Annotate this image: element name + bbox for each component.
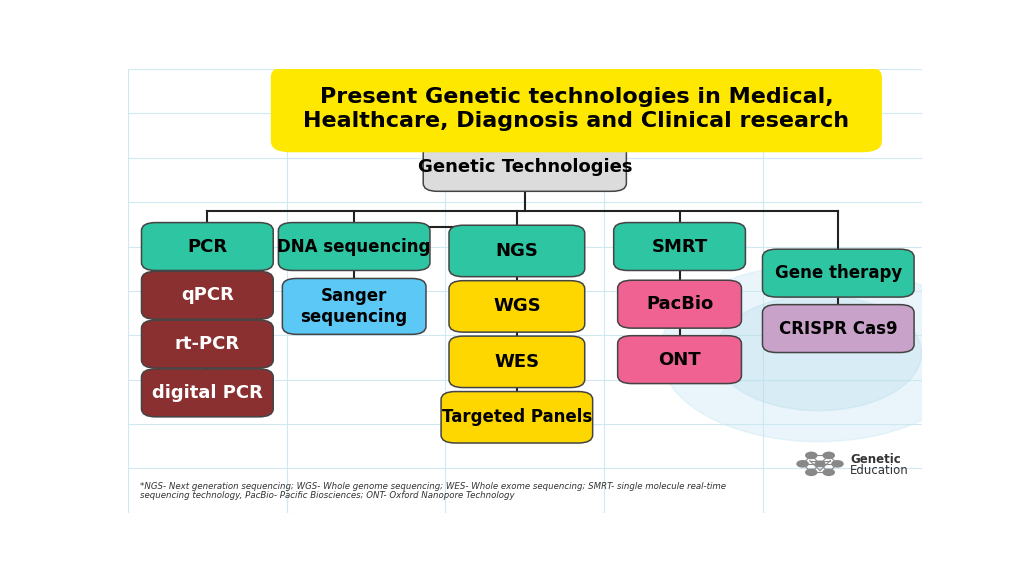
Text: Sanger
sequencing: Sanger sequencing [301,287,408,326]
FancyBboxPatch shape [617,281,741,328]
Circle shape [823,452,835,458]
FancyBboxPatch shape [617,336,741,384]
Text: qPCR: qPCR [181,286,233,304]
Circle shape [797,461,808,467]
Text: Genetic Technologies: Genetic Technologies [418,158,632,176]
Circle shape [659,264,977,442]
Text: Targeted Panels: Targeted Panels [441,408,592,426]
FancyBboxPatch shape [141,222,273,271]
Circle shape [806,452,817,458]
Text: Present Genetic technologies in Medical,
Healthcare, Diagnosis and Clinical rese: Present Genetic technologies in Medical,… [303,87,850,131]
Text: SMRT: SMRT [651,237,708,256]
Text: PCR: PCR [187,237,227,256]
FancyBboxPatch shape [763,305,914,353]
Text: ONT: ONT [658,351,700,369]
FancyBboxPatch shape [613,222,745,271]
Circle shape [831,461,843,467]
FancyBboxPatch shape [449,225,585,276]
Text: *NGS- Next generation sequencing; WGS- Whole genome sequencing; WES- Whole exome: *NGS- Next generation sequencing; WGS- W… [140,482,726,491]
Text: digital PCR: digital PCR [152,384,263,402]
Text: rt-PCR: rt-PCR [175,335,240,353]
FancyBboxPatch shape [449,336,585,388]
Text: Genetic: Genetic [850,453,901,466]
Text: DNA sequencing: DNA sequencing [278,237,431,256]
Circle shape [823,469,835,475]
Text: CRISPR Cas9: CRISPR Cas9 [779,320,898,338]
Text: WES: WES [495,353,540,371]
FancyBboxPatch shape [423,142,627,191]
Circle shape [806,469,817,475]
FancyBboxPatch shape [449,281,585,332]
FancyBboxPatch shape [141,271,273,319]
Text: PacBio: PacBio [646,295,713,313]
Circle shape [815,461,824,467]
Text: Education: Education [850,464,909,477]
Text: sequencing technology, PacBio- Pacific Biosciences; ONT- Oxford Nanopore Technol: sequencing technology, PacBio- Pacific B… [140,491,514,501]
Text: Gene therapy: Gene therapy [774,264,902,282]
Text: NGS: NGS [496,242,539,260]
FancyBboxPatch shape [763,249,914,297]
Circle shape [715,295,922,411]
Text: WGS: WGS [493,297,541,316]
FancyBboxPatch shape [141,320,273,368]
FancyBboxPatch shape [441,392,593,443]
FancyBboxPatch shape [270,66,882,152]
FancyBboxPatch shape [279,222,430,271]
FancyBboxPatch shape [141,369,273,417]
FancyBboxPatch shape [283,278,426,334]
